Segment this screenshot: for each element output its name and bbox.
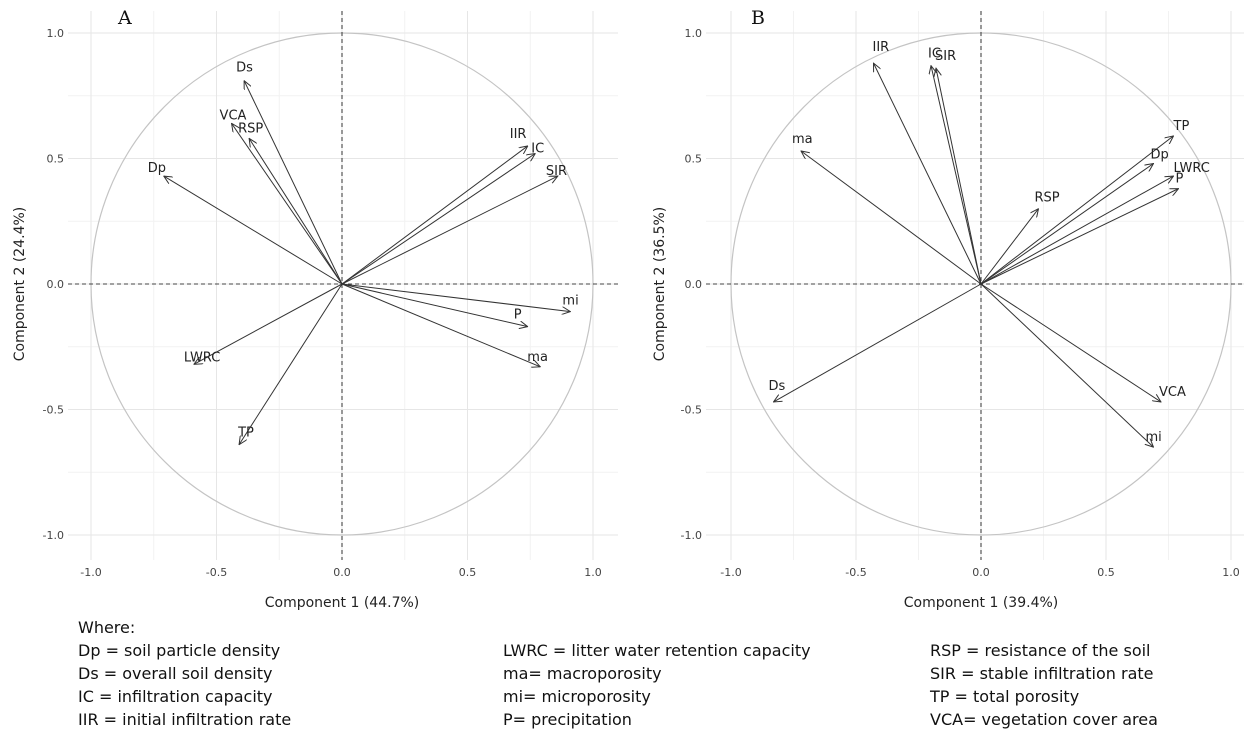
vector-label-dp: Dp	[148, 161, 166, 176]
y-tick-label: -0.5	[43, 404, 64, 417]
loading-vector-mi	[341, 283, 570, 312]
y-tick-label: 1.0	[685, 27, 703, 40]
y-tick-label: 1.0	[47, 27, 65, 40]
legend-item: VCA= vegetation cover area	[930, 710, 1158, 729]
legend-grid: Dp = soil particle density Ds = overall …	[78, 639, 1238, 731]
loading-vector-p	[341, 283, 528, 327]
panel-label: B	[751, 7, 765, 29]
vector-label-p: P	[1176, 172, 1184, 187]
x-tick-label: 0.5	[459, 566, 477, 579]
y-tick-label: -0.5	[681, 404, 702, 417]
panel-label: A	[117, 7, 132, 29]
x-tick-label: -1.0	[80, 566, 101, 579]
vector-label-sir: SIR	[935, 49, 956, 64]
legend-item: Dp = soil particle density	[78, 641, 281, 660]
y-tick-label: -1.0	[43, 529, 64, 542]
loading-vector-mi	[980, 283, 1154, 447]
vector-label-vca: VCA	[220, 108, 247, 123]
x-tick-label: -0.5	[845, 566, 866, 579]
legend-column-1: Dp = soil particle density Ds = overall …	[78, 639, 503, 731]
legend-column-2: LWRC = litter water retention capacity m…	[503, 639, 930, 731]
loading-vector-ds	[244, 81, 343, 285]
vector-label-ic: IC	[531, 141, 544, 156]
vector-label-rsp: RSP	[238, 121, 263, 136]
panel-b: -1.0 -0.5 0.0 0.5 1.0 1.0 0.5 0.0 -0.5 -1.0 Compon…	[652, 7, 1244, 610]
y-tick-label: 0.5	[47, 153, 65, 166]
x-tick-label: -1.0	[720, 566, 741, 579]
biplot-figure: -1.0 -0.5 0.0 0.5 1.0 1.0 0.5 0.0 -0.5 -1.0 Compon…	[12, 7, 1244, 610]
legend-item: ma= macroporosity	[503, 664, 662, 683]
loading-vector-p	[980, 189, 1179, 285]
legend-item: IIR = initial infiltration rate	[78, 710, 292, 729]
y-tick-label: 0.0	[685, 278, 703, 291]
vector-label-iir: IIR	[510, 127, 527, 142]
vector-label-lwrc: LWRC	[1174, 161, 1210, 176]
loading-vector-sir	[341, 176, 558, 285]
x-tick-label: 0.5	[1097, 566, 1115, 579]
y-tick-label: -1.0	[681, 529, 702, 542]
loading-vector-dp	[164, 176, 343, 285]
legend-item: LWRC = litter water retention capacity	[503, 641, 811, 660]
y-axis-title: Component 2 (36.5%)	[652, 207, 668, 362]
vector-label-mi: mi	[562, 294, 578, 309]
loading-vector-iir	[874, 63, 982, 285]
vector-label-lwrc: LWRC	[184, 350, 220, 365]
x-tick-label: 1.0	[584, 566, 602, 579]
legend-item: Ds = overall soil density	[78, 664, 273, 683]
x-tick-label: 1.0	[1222, 566, 1240, 579]
loading-vector-rsp	[249, 138, 343, 285]
y-tick-label: 0.5	[685, 153, 703, 166]
legend-item: IC = infiltration capacity	[78, 687, 273, 706]
vector-label-ma: ma	[527, 350, 548, 365]
legend-item: SIR = stable infiltration rate	[930, 664, 1154, 683]
vector-label-tp: TP	[237, 426, 254, 441]
loading-vector-ic	[341, 153, 535, 285]
abbreviation-legend: Where: Dp = soil particle density Ds = o…	[78, 617, 1238, 731]
loading-vector-ma	[801, 151, 982, 285]
loading-vector-sir	[936, 68, 982, 285]
loading-vector-rsp	[980, 209, 1039, 285]
loading-vector-iir	[341, 146, 528, 285]
loading-vector-vca	[980, 283, 1161, 402]
loading-vector-ma	[341, 283, 540, 367]
legend-item: mi= microporosity	[503, 687, 651, 706]
loading-vector-tp	[239, 283, 343, 445]
x-tick-label: 0.0	[972, 566, 990, 579]
x-tick-label: -0.5	[206, 566, 227, 579]
vector-label-tp: TP	[1173, 119, 1190, 134]
legend-column-3: RSP = resistance of the soil SIR = stabl…	[930, 639, 1230, 731]
loading-vector-lwrc	[980, 176, 1174, 285]
legend-item: P= precipitation	[503, 710, 632, 729]
vector-label-vca: VCA	[1159, 385, 1186, 400]
panel-a: -1.0 -0.5 0.0 0.5 1.0 1.0 0.5 0.0 -0.5 -1.0 Compon…	[12, 7, 618, 610]
vector-label-p: P	[514, 308, 522, 323]
loading-vector-vca	[232, 123, 343, 285]
vector-label-ds: Ds	[769, 379, 786, 394]
vector-label-ic: IC	[928, 47, 941, 62]
x-axis-title: Component 1 (44.7%)	[265, 595, 420, 610]
loading-vector-dp	[980, 164, 1154, 285]
loading-vector-ic	[931, 66, 982, 285]
y-tick-label: 0.0	[47, 278, 65, 291]
legend-heading: Where:	[78, 618, 136, 637]
loading-vector-ds	[774, 283, 982, 402]
vector-label-sir: SIR	[546, 164, 567, 179]
vector-label-ds: Ds	[236, 61, 253, 76]
legend-item: TP = total porosity	[930, 687, 1080, 706]
vector-label-rsp: RSP	[1035, 191, 1060, 206]
loading-vector-lwrc	[194, 283, 343, 364]
x-tick-label: 0.0	[333, 566, 351, 579]
loading-vector-tp	[980, 136, 1174, 285]
vector-label-dp: Dp	[1151, 148, 1169, 163]
vector-label-iir: IIR	[873, 40, 890, 55]
vector-label-ma: ma	[792, 132, 813, 147]
y-axis-title: Component 2 (24.4%)	[12, 207, 28, 362]
vector-label-mi: mi	[1146, 430, 1162, 445]
legend-item: RSP = resistance of the soil	[930, 641, 1151, 660]
x-axis-title: Component 1 (39.4%)	[904, 595, 1059, 610]
